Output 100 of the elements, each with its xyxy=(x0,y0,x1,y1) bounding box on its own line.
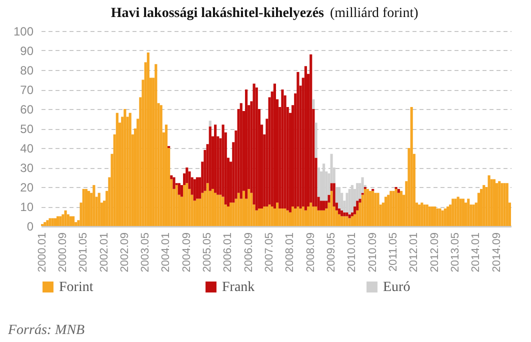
y-tick-label: 70 xyxy=(20,83,34,97)
y-tick-label: 30 xyxy=(20,161,34,175)
bar xyxy=(320,200,322,210)
bar xyxy=(350,216,354,226)
bar xyxy=(444,208,446,226)
bar xyxy=(397,188,400,193)
bar xyxy=(124,109,126,226)
bar xyxy=(281,90,284,208)
bar xyxy=(160,105,162,226)
bar xyxy=(454,198,457,226)
bar xyxy=(335,210,338,226)
bar xyxy=(296,72,300,206)
bar xyxy=(332,183,336,206)
bar xyxy=(340,210,344,216)
bar xyxy=(59,216,62,226)
chart-title: Havi lakossági lakáshitel-kihelyezés xyxy=(110,6,325,21)
bar xyxy=(250,192,253,226)
bar xyxy=(51,218,54,226)
bar xyxy=(343,216,346,226)
bar xyxy=(206,183,209,226)
bar xyxy=(310,54,312,203)
bar xyxy=(420,202,424,226)
bar xyxy=(338,214,341,226)
bar xyxy=(46,220,49,226)
bar xyxy=(296,206,300,226)
bar xyxy=(490,179,493,226)
bar xyxy=(201,192,204,226)
bar xyxy=(64,210,67,226)
bar xyxy=(304,66,307,210)
x-tick-label: 2000.09 xyxy=(56,232,69,272)
bar xyxy=(208,120,212,127)
bar xyxy=(366,188,369,226)
bar xyxy=(390,190,392,226)
bar xyxy=(343,212,346,216)
bar xyxy=(456,196,460,226)
y-tick-label: 0 xyxy=(26,220,34,234)
bar xyxy=(92,185,96,226)
x-tick-label: 2011.05 xyxy=(388,232,400,272)
bar xyxy=(426,204,428,226)
chart-subtitle: (milliárd forint) xyxy=(330,6,419,21)
x-tick-label: 2001.05 xyxy=(78,232,90,272)
bar xyxy=(500,183,504,226)
bar xyxy=(436,208,439,226)
bar xyxy=(48,218,52,226)
bar xyxy=(503,183,506,226)
x-tick-label: 2014.01 xyxy=(470,232,482,272)
bar xyxy=(84,188,88,226)
x-tick-label: 2012.01 xyxy=(408,232,420,272)
bar xyxy=(353,214,356,226)
bar xyxy=(291,206,294,226)
bar xyxy=(281,208,284,226)
bar xyxy=(346,216,348,226)
y-tick-label: 60 xyxy=(20,102,34,116)
bar xyxy=(317,210,320,226)
bar xyxy=(423,204,426,226)
bar xyxy=(154,64,158,226)
x-tick-label: 2007.05 xyxy=(264,232,276,272)
x-tick-label: 2012.09 xyxy=(428,232,441,272)
bar xyxy=(266,206,268,226)
bar xyxy=(320,210,322,226)
bar xyxy=(346,212,348,216)
legend-label: Euró xyxy=(383,280,410,295)
bar xyxy=(248,188,250,226)
x-tick-label: 2006.09 xyxy=(242,232,255,272)
bar xyxy=(268,204,271,226)
bar xyxy=(193,179,196,201)
bar xyxy=(472,204,475,226)
bar xyxy=(270,206,274,226)
bar xyxy=(372,190,374,226)
y-tick-label: 50 xyxy=(20,122,34,136)
bar xyxy=(397,192,400,226)
bar xyxy=(434,206,436,226)
bar xyxy=(172,177,176,189)
x-tick-label: 2002.01 xyxy=(98,232,110,272)
x-tick-label: 2004.01 xyxy=(160,232,172,272)
bar xyxy=(82,188,85,226)
bar xyxy=(232,202,235,226)
bar xyxy=(312,206,315,226)
bar xyxy=(44,222,46,226)
y-tick-label: 20 xyxy=(20,180,34,194)
x-tick-label: 2005.05 xyxy=(202,232,214,272)
bar xyxy=(230,202,232,226)
bar xyxy=(175,185,178,226)
bar xyxy=(128,112,132,226)
bar xyxy=(214,124,217,193)
bar xyxy=(464,202,468,226)
bar xyxy=(263,206,266,226)
bar xyxy=(304,210,307,226)
bar xyxy=(72,216,75,226)
bar xyxy=(459,198,462,226)
bar xyxy=(208,126,212,191)
bar xyxy=(310,202,312,226)
bar xyxy=(338,187,341,208)
bar xyxy=(286,210,289,226)
bar xyxy=(116,112,118,226)
bar xyxy=(98,192,100,226)
y-tick-label: 90 xyxy=(20,44,34,58)
x-tick-label: 2009.05 xyxy=(326,232,338,272)
bar xyxy=(376,192,380,226)
bar xyxy=(62,214,64,226)
